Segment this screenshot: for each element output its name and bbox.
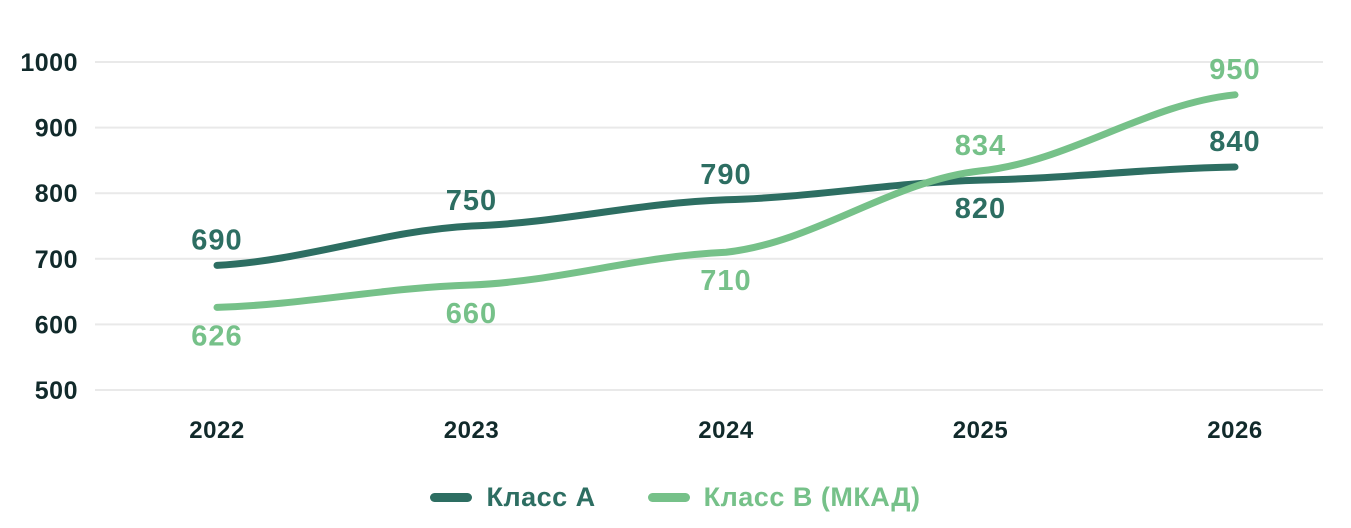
x-axis-tick-label: 2022 [189, 417, 244, 444]
x-axis-tick-label: 2023 [444, 417, 499, 444]
data-point-label: 626 [191, 320, 242, 352]
data-point-label: 834 [955, 130, 1006, 162]
legend-item-class-b: Класс В (МКАД) [647, 482, 921, 513]
legend-label-class-b: Класс В (МКАД) [703, 482, 921, 512]
data-point-label: 660 [446, 298, 497, 330]
legend-item-class-a: Класс А [430, 482, 595, 513]
series-line-1 [213, 91, 1239, 311]
y-axis-tick-label: 500 [35, 377, 78, 405]
legend-swatch-class-a-icon [430, 493, 473, 502]
chart-plot-area: 1000 900 800 700 600 500 2022 2023 2024 2025 2026 6… [20, 49, 1323, 444]
y-axis-tick-label: 700 [35, 246, 78, 274]
x-axis-tick-label: 2025 [953, 417, 1008, 444]
data-point-label: 840 [1209, 126, 1260, 158]
legend-swatch-class-b-icon [647, 493, 690, 502]
series-line-0 [213, 163, 1239, 269]
data-point-label: 950 [1209, 54, 1260, 86]
x-axis-tick-label: 2024 [698, 417, 754, 444]
data-point-label: 710 [700, 265, 751, 297]
y-axis-tick-label: 600 [35, 311, 78, 339]
y-axis-tick-label: 900 [35, 115, 78, 143]
legend-label-class-a: Класс А [486, 482, 596, 512]
x-axis-tick-label: 2026 [1207, 417, 1262, 444]
y-axis-tick-label: 800 [35, 180, 78, 208]
y-axis-tick-label: 1000 [20, 49, 78, 77]
data-point-label: 750 [446, 185, 497, 217]
data-point-label: 790 [700, 159, 751, 191]
data-point-label: 820 [955, 193, 1006, 225]
data-point-label: 690 [191, 224, 242, 256]
chart-legend: Класс А Класс В (МКАД) [0, 482, 1351, 513]
